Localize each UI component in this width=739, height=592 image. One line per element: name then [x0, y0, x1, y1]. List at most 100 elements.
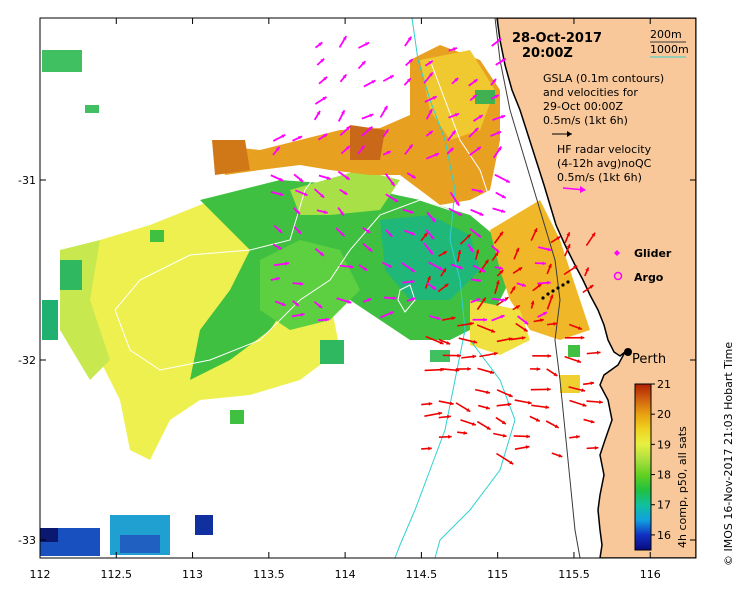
hf-arrow-head [475, 249, 480, 254]
header-time: 20:00Z [522, 46, 573, 61]
gsla-arrow-head [501, 58, 506, 63]
hf-arrow-head [438, 411, 443, 416]
hf-arrow-head [448, 434, 452, 439]
hf-arrow-head [509, 460, 514, 465]
gsla-arrow-head [547, 280, 551, 285]
gsla-arrow-head [368, 247, 373, 252]
hf-arrow-head [494, 252, 499, 257]
hf-arrow-head [590, 381, 595, 386]
gsla-arrow-head [277, 245, 282, 250]
gsla-arrow-head [497, 146, 502, 151]
perth-label: Perth [632, 352, 666, 367]
gsla-arrow-head [454, 77, 459, 82]
gsla-arrow-head [392, 296, 397, 301]
gsla-arrow-head [429, 72, 433, 77]
gsla-arrow-head [476, 146, 481, 151]
plot-area [40, 18, 696, 558]
hf-arrow-head [428, 446, 432, 451]
sst-pixel [568, 345, 580, 357]
x-tick-label: 115 [487, 568, 508, 581]
gsla-info-line2: and velocities for [543, 86, 638, 99]
hf-arrow-head [501, 420, 506, 425]
gsla-arrow-head [300, 312, 305, 317]
gsla-arrow-head [319, 252, 324, 256]
sst-patch-green-band [260, 240, 360, 330]
gsla-arrow-head [366, 229, 371, 234]
gsla-arrow-head [299, 178, 304, 182]
gsla-arrow-head [500, 314, 505, 319]
hf-arrow-head [508, 337, 513, 341]
gsla-arrow-head [297, 229, 301, 234]
hf-arrow-head [536, 367, 541, 371]
gsla-arrow-head [389, 75, 394, 79]
gsla-arrow-head [454, 113, 459, 117]
glider-point [541, 296, 545, 300]
gsla-arrow-head [279, 177, 284, 182]
gsla-arrow-head [436, 316, 441, 320]
hf-arrow-head [594, 446, 599, 450]
hf-arrow-head [451, 316, 456, 321]
gsla-arrow-head [408, 144, 413, 149]
contour-1000m [394, 18, 466, 558]
hf-arrow-head [457, 250, 462, 254]
hf-arrow-head [511, 286, 516, 291]
hf-arrow-head [573, 265, 578, 270]
gsla-arrow-head [322, 96, 327, 101]
sst-patch-brown-north [212, 140, 250, 175]
contour-200m [494, 18, 581, 558]
gsla-arrow-head [285, 261, 289, 266]
sst-pixel [42, 300, 58, 340]
gsla-arrow-head [347, 299, 352, 304]
x-tick-label: 113 [182, 568, 203, 581]
gsla-info-line1: GSLA (0.1m contours) [543, 72, 664, 85]
hf-arrow-head [599, 400, 603, 405]
gsla-arrow-head [275, 146, 280, 151]
perth-marker [624, 348, 632, 356]
hf-scale-arrowhead [580, 186, 586, 193]
gsla-arrow-head [479, 212, 484, 216]
glider-point [551, 289, 555, 293]
sst-patch-brown-north2 [350, 125, 385, 160]
hf-arrow-head [472, 354, 477, 359]
colorbar-tick-label: 16 [657, 529, 671, 542]
gsla-arrow-head [390, 181, 395, 186]
gsla-arrow-head [408, 59, 413, 63]
gsla-arrow-head [478, 115, 483, 119]
hf-arrow-head [591, 232, 596, 237]
gsla-arrow-head [325, 317, 330, 322]
gsla-arrow-head [428, 60, 433, 65]
gsla-arrow-head [278, 229, 283, 233]
gsla-arrow-head [367, 298, 372, 302]
gsla-arrow-head [410, 279, 415, 284]
hf-arrow-head [553, 321, 558, 326]
gsla-arrow-head [326, 176, 331, 180]
gsla-arrow-head [389, 311, 394, 315]
gsla-arrow-head [410, 268, 415, 272]
hf-arrow-head [577, 359, 582, 363]
sst-pixel-cool [120, 535, 160, 553]
hf-arrow-head [537, 283, 542, 288]
sst-pixel-cool [40, 528, 58, 542]
x-tick-label: 114.5 [406, 568, 438, 581]
hf-arrow-head [581, 388, 586, 393]
gsla-arrow-head [346, 126, 351, 131]
gsla-arrow-head [428, 130, 433, 135]
gsla-arrow-head [473, 79, 478, 84]
gsla-arrow-head [363, 266, 368, 271]
sla-contour [397, 284, 416, 313]
hf-arrow-head [533, 228, 538, 233]
gsla-arrow-head [394, 198, 399, 202]
gsla-arrow-head [451, 130, 456, 135]
gsla-arrow-head [501, 194, 506, 199]
hf-arrow-head [558, 453, 563, 458]
sst-pixel [475, 90, 495, 104]
gsla-arrow-head [497, 38, 502, 43]
hf-arrow-head [545, 405, 550, 410]
hf-arrow-head [427, 276, 431, 281]
sst-pixel [42, 50, 82, 72]
glider-point [561, 283, 565, 287]
gsla-arrow-head [320, 58, 325, 63]
hf-arrow-head [486, 426, 491, 430]
hf-arrow-head [490, 329, 495, 333]
gsla-arrow-head [547, 247, 552, 252]
